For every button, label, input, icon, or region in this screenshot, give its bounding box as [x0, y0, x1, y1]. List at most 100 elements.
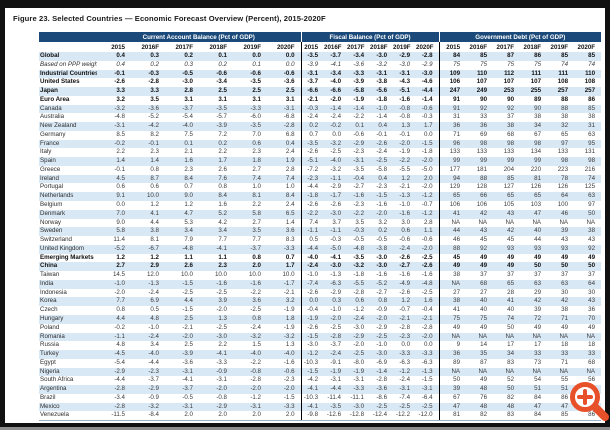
value-cell-gd: 71: [438, 130, 467, 140]
country-label: France: [40, 139, 60, 147]
value-cell-gd: 125: [584, 183, 596, 191]
value-cell-fb: -12.0: [416, 411, 440, 422]
value-cell-ca: 3.4: [150, 341, 159, 349]
table-row: Denmark 7.0 4.1 4.7 5.2 5.8 6.5 -2.2 -3.0 -2.2 -2.…: [39, 209, 602, 219]
value-cell-gd: 42: [534, 297, 542, 305]
value-cell-ca: -3.6: [283, 78, 295, 86]
value-cell-gd: 216: [584, 165, 596, 173]
value-cell-fb: -3.1: [353, 376, 365, 384]
value-cell-fb: -5.8: [353, 87, 365, 95]
table-row: South Africa -4.4 -3.7 -4.1 -3.1 -2.8 -2.3 -4.2…: [39, 376, 602, 386]
value-cell-fb: -2.9: [421, 60, 433, 68]
value-cell-fb: -2.0: [399, 139, 411, 147]
value-cell-gd: 18: [588, 341, 596, 349]
value-cell-fb: -10.3: [300, 358, 325, 368]
country-label: Brazil: [40, 393, 56, 401]
value-cell-fb: -1.9: [399, 148, 411, 156]
value-cell-ca: 7.7: [218, 236, 227, 244]
country-label: Poland: [40, 323, 60, 331]
value-cell-fb: 1.3: [401, 122, 411, 130]
value-cell-gd: 75: [480, 314, 488, 322]
value-cell-fb: -6.6: [330, 87, 342, 95]
value-cell-ca: 8.1: [150, 236, 159, 244]
value-cell-fb: -0.9: [376, 306, 388, 314]
value-cell-fb: -2.6: [376, 139, 388, 147]
value-cell-fb: -3.5: [353, 165, 365, 173]
country-label: Russia: [40, 341, 59, 349]
value-cell-gd: 257: [584, 87, 596, 95]
value-cell-ca: 0.1: [184, 139, 193, 147]
table-row: France -0.2 -0.1 0.1 0.2 0.6 0.4 -3.5 -3.2 -2.9 -2…: [39, 139, 602, 149]
value-cell-gd: NA: [532, 367, 542, 375]
value-cell-gd: 220: [530, 165, 542, 173]
value-cell-ca: 1.6: [218, 201, 227, 209]
value-cell-fb: -2.4: [399, 244, 411, 252]
value-cell-gd: 181: [476, 165, 488, 173]
table-row: India -1.0 -1.3 -1.5 -1.6 -1.6 -1.7 -7.4 -6.3 -5.…: [39, 279, 602, 289]
value-cell-fb: 1.6: [423, 297, 433, 305]
value-cell-ca: 4.7: [184, 209, 193, 217]
value-cell-ca: 0.6: [150, 183, 159, 191]
value-cell-fb: -3.0: [353, 323, 365, 331]
value-cell-fb: -2.3: [376, 183, 388, 191]
value-cell-ca: 10.0: [248, 271, 261, 279]
year-header-gd: 2018F: [520, 42, 548, 52]
figure-title: Figure 23. Selected Countries — Economic…: [13, 14, 326, 23]
value-cell-fb: -0.6: [421, 236, 433, 244]
value-cell-ca: 1.3: [218, 314, 227, 322]
year-header-gd: 2019F: [547, 42, 575, 52]
value-cell-ca: 1.1: [218, 253, 227, 261]
value-cell-fb: -1.3: [399, 192, 411, 200]
value-cell-fb: -3.8: [376, 78, 388, 86]
value-cell-gd: 37: [561, 271, 569, 279]
value-cell-fb: -1.6: [353, 192, 365, 200]
value-cell-ca: 6.5: [285, 209, 295, 217]
value-cell-gd: 51: [534, 385, 542, 393]
value-cell-ca: 0.5: [150, 306, 159, 314]
value-cell-fb: -2.4: [300, 113, 325, 123]
country-label: New Zealand: [40, 122, 77, 130]
value-cell-ca: 4.2: [218, 218, 227, 226]
year-header-ca: 2016F: [131, 42, 165, 52]
value-cell-fb: -4.4: [300, 244, 325, 254]
table-row: Emerging Markets 1.2 1.2 1.1 1.1 0.8 0.7 -4.0 -4…: [39, 253, 602, 263]
value-cell-fb: -5.6: [376, 87, 388, 95]
table-row: United States -2.6 -2.8 -3.0 -3.4 -3.5 -3.6 -3.…: [39, 78, 602, 88]
value-cell-gd: 49: [507, 253, 515, 261]
value-cell-ca: -3.2: [250, 332, 261, 340]
value-cell-gd: 111: [558, 69, 569, 77]
value-cell-ca: -3.3: [283, 402, 295, 410]
value-cell-gd: 41: [507, 297, 515, 305]
value-cell-fb: -2.1: [399, 183, 411, 191]
value-cell-fb: -4.1: [300, 402, 325, 412]
value-cell-gd: 49: [480, 262, 488, 270]
value-cell-fb: -2.0: [421, 244, 433, 252]
value-cell-gd: 75: [534, 60, 542, 68]
value-cell-gd: 49: [588, 323, 596, 331]
value-cell-gd: 63: [561, 279, 569, 287]
value-cell-fb: -2.4: [330, 350, 342, 358]
value-cell-fb: -10.3: [300, 393, 325, 403]
zoom-plus-icon[interactable]: [568, 380, 610, 422]
value-cell-fb: -2.1: [399, 314, 411, 322]
value-cell-ca: 0.0: [116, 201, 125, 209]
value-cell-gd: NA: [505, 332, 515, 340]
value-cell-gd: 68: [480, 279, 488, 287]
value-cell-ca: 2.7: [252, 165, 261, 173]
value-cell-ca: 0.2: [218, 60, 227, 68]
value-cell-fb: -2.0: [330, 314, 342, 322]
value-cell-ca: 1.7: [285, 262, 295, 270]
value-cell-ca: 3.3: [116, 87, 125, 95]
value-cell-gd: NA: [532, 332, 542, 340]
value-cell-ca: -3.7: [182, 104, 193, 112]
year-header-row: 2015 2016F 2017F 2018F 2019F 2020F 2015 2016F 20…: [39, 42, 602, 52]
value-cell-fb: -1.2: [353, 306, 365, 314]
value-cell-ca: 0.2: [150, 60, 159, 68]
value-cell-gd: 63: [534, 279, 542, 287]
value-cell-gd: 40: [480, 306, 488, 314]
value-cell-fb: 0.2: [300, 122, 325, 131]
value-cell-gd: 111: [531, 69, 542, 77]
table-row: Poland -0.2 -1.0 -2.1 -2.5 -2.4 -1.9 -2.6 -2.5 -3…: [39, 323, 602, 333]
value-cell-gd: 83: [493, 411, 521, 422]
country-label: Nigeria: [40, 367, 60, 375]
